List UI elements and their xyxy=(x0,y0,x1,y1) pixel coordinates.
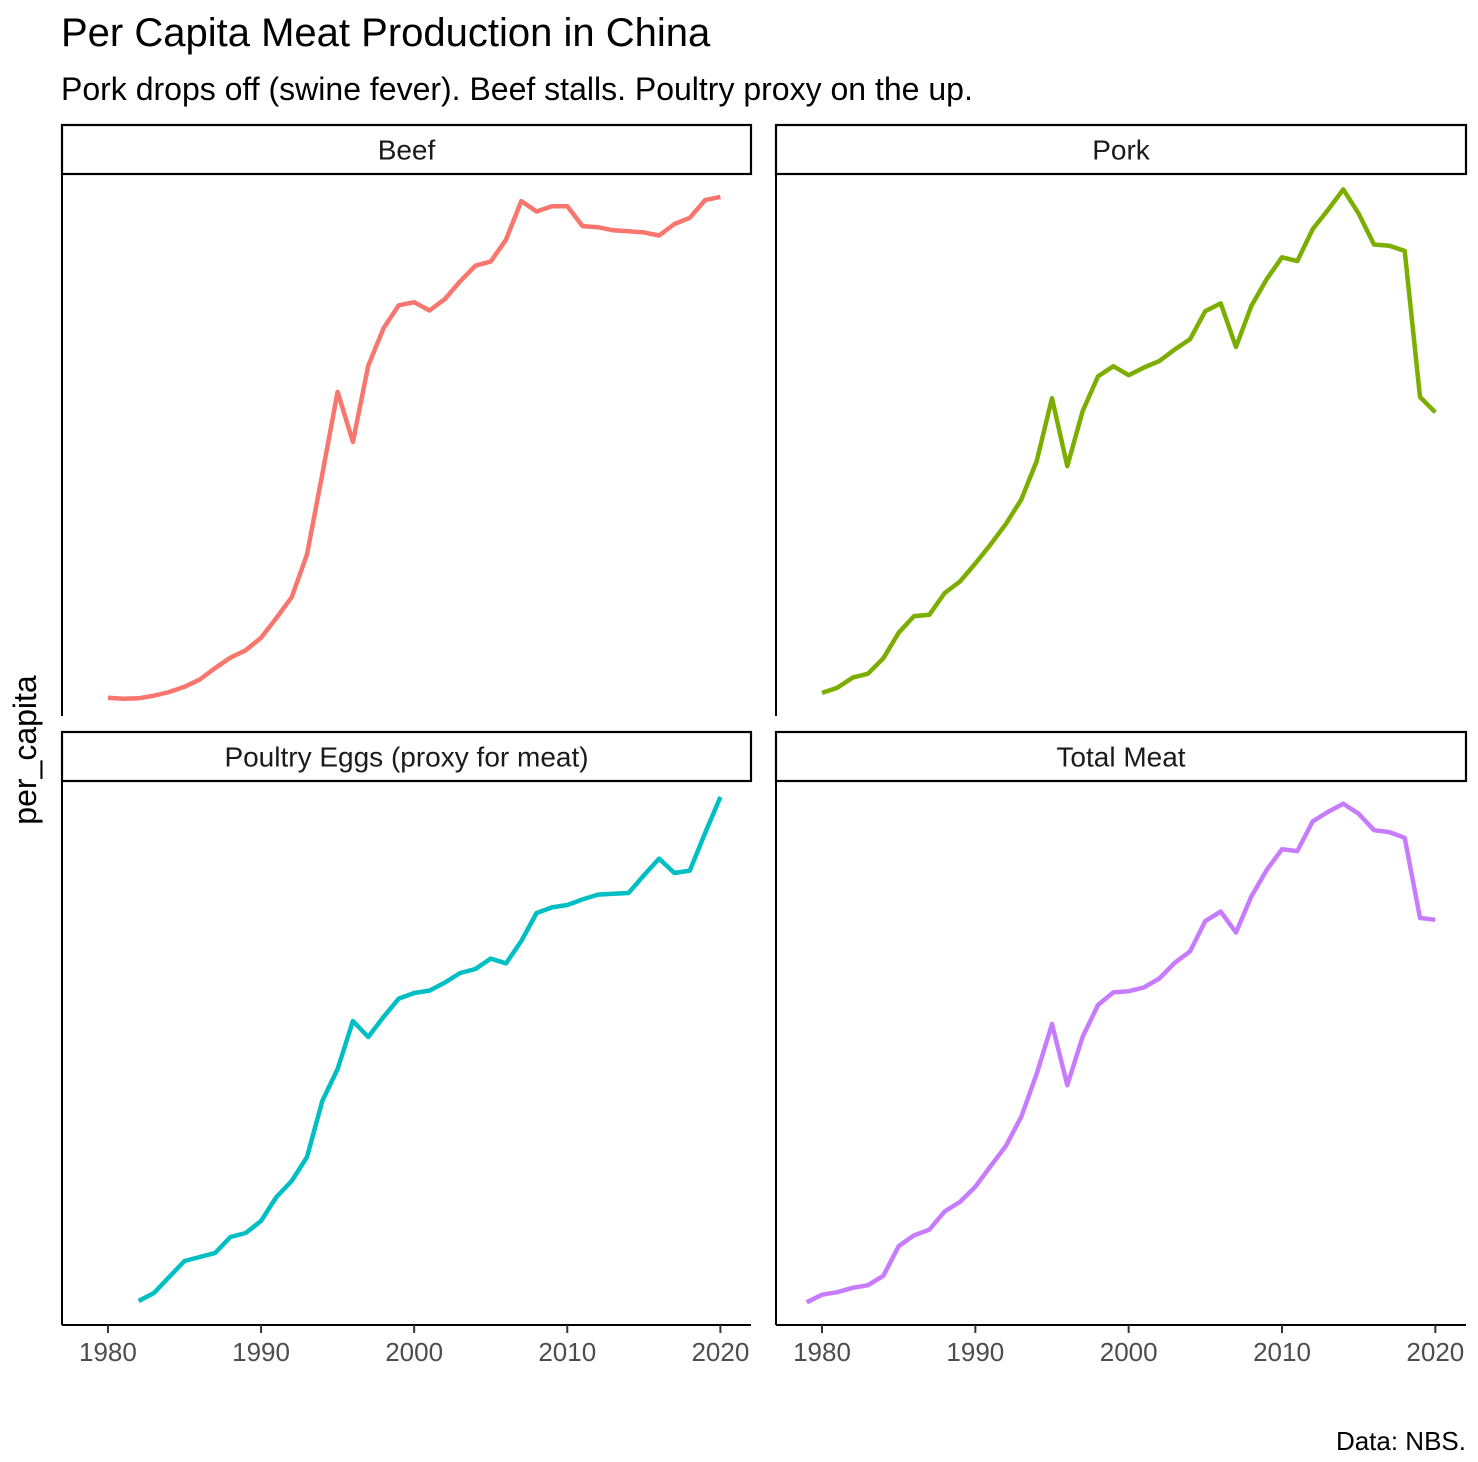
series-line-total-meat xyxy=(805,801,1436,1305)
y-axis-title: per_capita xyxy=(7,675,43,825)
x-tick-label: 2020 xyxy=(1406,1337,1464,1367)
facet-strip xyxy=(774,730,1468,783)
x-tick-label: 2000 xyxy=(1100,1337,1158,1367)
x-tick-label: 1980 xyxy=(793,1337,851,1367)
facet-strip xyxy=(774,123,1468,176)
x-tick-label: 1990 xyxy=(946,1337,1004,1367)
facet-strip xyxy=(60,123,753,176)
series-line-pork xyxy=(821,187,1437,696)
facet-total-meat: Total Meat 1980 1990 2000 2010 2020 xyxy=(774,730,1468,1367)
facet-beef: Beef xyxy=(60,123,753,716)
x-tick-label: 2020 xyxy=(691,1337,749,1367)
x-tick-label: 1990 xyxy=(232,1337,290,1367)
x-tick-label: 2010 xyxy=(1253,1337,1311,1367)
chart-title: Per Capita Meat Production in China xyxy=(61,11,711,55)
x-tick-label: 2000 xyxy=(385,1337,443,1367)
facet-strip-label: Total Meat xyxy=(1056,742,1185,773)
facet-strip-label: Pork xyxy=(1092,135,1151,166)
facet-strip xyxy=(60,730,753,783)
series-line-beef xyxy=(107,194,721,702)
facet-pork: Pork xyxy=(774,123,1468,716)
x-tick-label: 1980 xyxy=(79,1337,137,1367)
chart-subtitle: Pork drops off (swine fever). Beef stall… xyxy=(61,71,973,107)
facet-strip-label: Poultry Eggs (proxy for meat) xyxy=(224,742,588,773)
chart-caption: Data: NBS. xyxy=(1336,1426,1466,1456)
facet-grid: Beef Pork Poultry Eggs (proxy for meat) 198… xyxy=(60,123,1468,1367)
facet-strip-label: Beef xyxy=(378,135,436,166)
x-tick-label: 2010 xyxy=(538,1337,596,1367)
facet-poultry-eggs-proxy-for-meat: Poultry Eggs (proxy for meat) 1980 1990 200… xyxy=(60,730,753,1367)
series-line-poultry-eggs-proxy-for-meat xyxy=(137,796,723,1303)
